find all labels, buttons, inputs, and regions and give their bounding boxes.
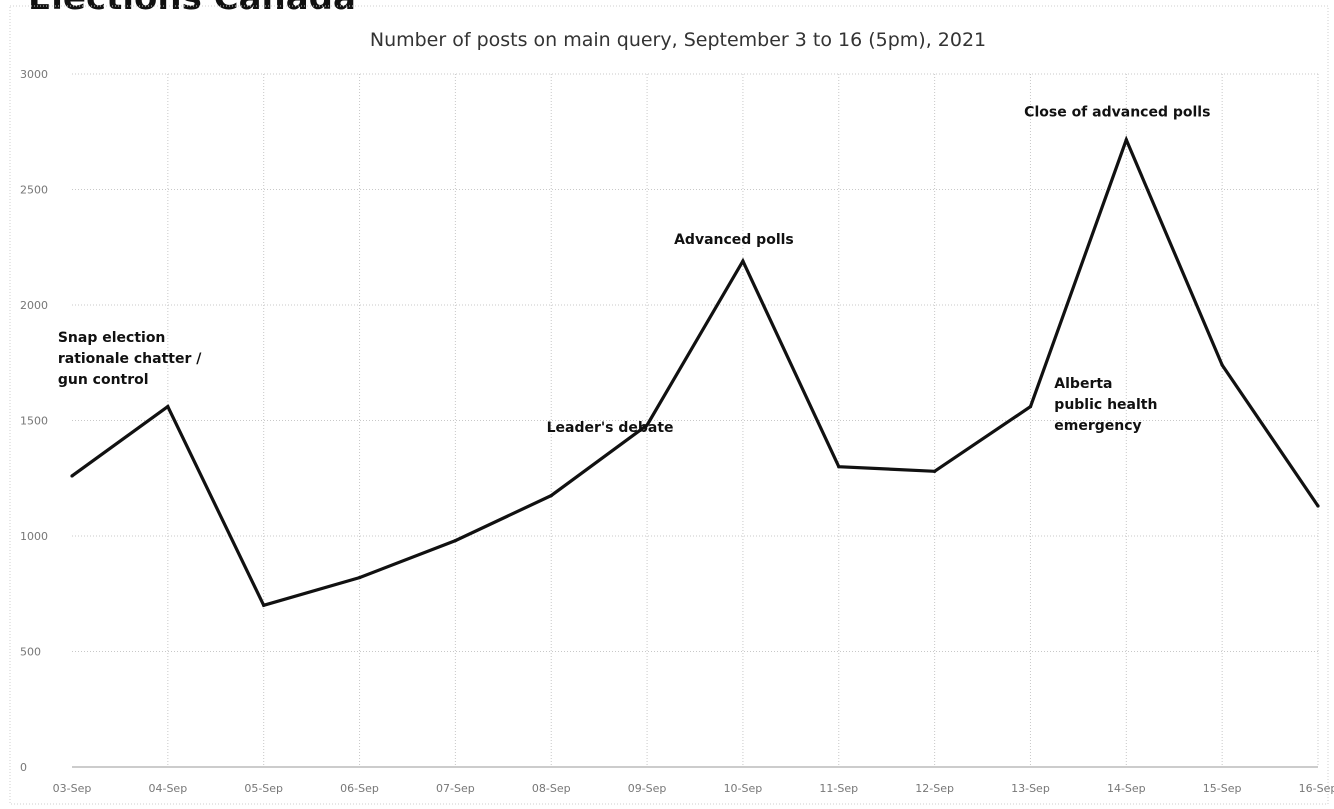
data-point — [1316, 504, 1320, 508]
data-point — [549, 493, 553, 498]
x-tick-label: 09-Sep — [628, 782, 667, 795]
annotation-text: Leader's debate — [547, 420, 674, 436]
y-tick-label: 3000 — [20, 68, 48, 81]
page-title: Elections Canada — [28, 0, 356, 18]
x-tick-label: 14-Sep — [1107, 782, 1146, 795]
x-tick-label: 16-Sep — [1299, 782, 1334, 795]
y-axis: 0 500 1000 1500 2000 2500 3000 — [20, 68, 48, 774]
x-tick-label: 12-Sep — [915, 782, 954, 795]
x-tick-label: 11-Sep — [819, 782, 858, 795]
x-tick-label: 05-Sep — [244, 782, 283, 795]
data-point — [453, 539, 457, 543]
data-point — [262, 603, 266, 607]
y-tick-label: 1000 — [20, 530, 48, 543]
annotation-text: gun control — [58, 372, 149, 388]
data-point — [70, 474, 74, 478]
annotation-text: emergency — [1054, 418, 1141, 434]
annotation-text: rationale chatter / — [58, 351, 202, 367]
data-point — [166, 405, 170, 409]
annotation-layer: Snap election rationale chatter / gun cont… — [58, 105, 1211, 436]
x-tick-label: 03-Sep — [53, 782, 92, 795]
annotation: Alberta public health emergency — [1054, 376, 1157, 434]
data-point — [837, 465, 841, 469]
data-point — [741, 259, 745, 263]
annotation-text: Advanced polls — [674, 232, 794, 248]
y-tick-label: 500 — [20, 646, 41, 659]
annotation-text: public health — [1054, 397, 1157, 413]
data-point — [1028, 405, 1033, 409]
data-point — [645, 423, 649, 427]
x-tick-label: 08-Sep — [532, 782, 571, 795]
y-tick-label: 1500 — [20, 415, 48, 428]
grid — [72, 73, 1319, 767]
chart-title: Number of posts on main query, September… — [370, 29, 986, 51]
data-point — [1220, 363, 1224, 367]
x-tick-label: 13-Sep — [1011, 782, 1050, 795]
chart-frame — [9, 5, 1329, 805]
annotation: Advanced polls — [674, 232, 794, 248]
annotation-text: Snap election — [58, 330, 166, 346]
x-tick-label: 15-Sep — [1203, 782, 1242, 795]
annotation: Close of advanced polls — [1024, 105, 1210, 121]
data-point — [933, 469, 937, 473]
x-tick-label: 04-Sep — [148, 782, 187, 795]
series-layer — [70, 135, 1320, 608]
series-line — [71, 135, 1320, 608]
data-point — [357, 575, 362, 580]
annotation: Snap election rationale chatter / gun cont… — [58, 330, 202, 388]
x-tick-label: 10-Sep — [724, 782, 763, 795]
x-tick-label: 07-Sep — [436, 782, 475, 795]
y-tick-label: 2500 — [20, 184, 48, 197]
y-tick-label: 0 — [20, 761, 27, 774]
annotation-text: Alberta — [1054, 376, 1112, 392]
x-axis: 03-Sep 04-Sep 05-Sep 06-Sep 07-Sep 08-Sep 09-S… — [53, 766, 1334, 795]
annotation: Leader's debate — [547, 420, 674, 436]
annotation-text: Close of advanced polls — [1024, 105, 1210, 121]
y-tick-label: 2000 — [20, 299, 48, 312]
data-point — [1124, 138, 1128, 142]
x-tick-label: 06-Sep — [340, 782, 379, 795]
